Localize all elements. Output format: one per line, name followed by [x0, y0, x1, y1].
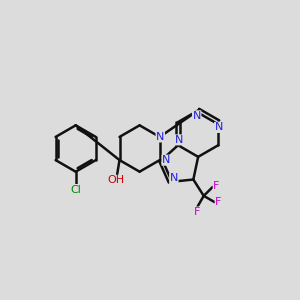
- Text: N: N: [156, 132, 164, 142]
- Text: OH: OH: [107, 175, 124, 185]
- Text: Cl: Cl: [70, 184, 81, 194]
- Text: N: N: [162, 155, 170, 165]
- Text: F: F: [213, 182, 220, 191]
- Text: N: N: [170, 173, 178, 183]
- Text: F: F: [215, 197, 222, 207]
- Text: N: N: [214, 122, 223, 132]
- Text: N: N: [193, 111, 201, 121]
- Text: F: F: [194, 207, 201, 217]
- Text: N: N: [175, 135, 183, 145]
